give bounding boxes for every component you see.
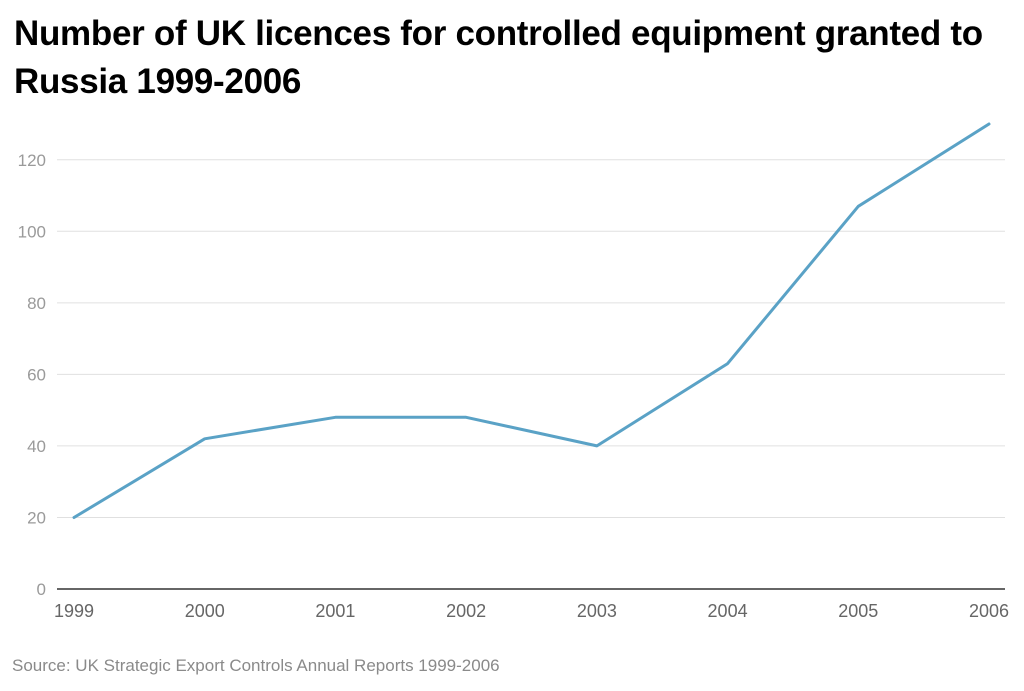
series-layer (72, 122, 991, 519)
x-tick-label: 2002 (446, 601, 486, 621)
y-tick-label: 20 (27, 508, 46, 527)
x-tick-label: 2000 (185, 601, 225, 621)
x-tick-label: 2004 (708, 601, 748, 621)
y-tick-label: 60 (27, 365, 46, 384)
x-tick-label: 2001 (315, 601, 355, 621)
grid-layer (57, 159, 1005, 590)
y-tick-label: 40 (27, 437, 46, 456)
source-note: Source: UK Strategic Export Controls Ann… (12, 656, 500, 675)
series-line (72, 122, 991, 519)
x-tick-label: 2005 (838, 601, 878, 621)
y-tick-label: 0 (37, 580, 46, 599)
x-tick-label: 2003 (577, 601, 617, 621)
y-tick-label: 80 (27, 294, 46, 313)
y-axis-ticks: 0 20 40 60 80 100 120 (18, 151, 46, 599)
x-tick-label: 2006 (969, 601, 1009, 621)
y-tick-label: 100 (18, 222, 46, 241)
chart-title: Number of UK licences for controlled equ… (14, 14, 983, 101)
x-axis-ticks: 1999 2000 2001 2002 2003 2004 2005 2006 (54, 601, 1009, 621)
x-tick-label: 1999 (54, 601, 94, 621)
y-tick-label: 120 (18, 151, 46, 170)
